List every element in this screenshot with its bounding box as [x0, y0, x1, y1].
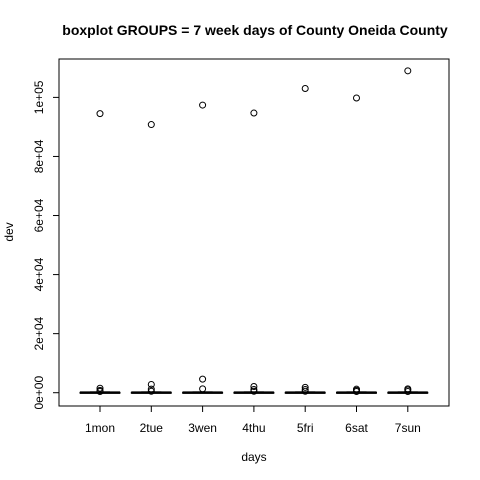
y-tick-label: 8e+04 [32, 139, 46, 173]
box-1mon [79, 391, 121, 394]
outlier-point [147, 387, 155, 395]
x-tick-label: 1mon [85, 421, 115, 435]
x-axis-label: days [241, 450, 266, 464]
outlier-point [96, 110, 104, 118]
x-tick-label: 7sun [395, 421, 421, 435]
x-tick-label: 2tue [140, 421, 164, 435]
y-tick-label: 1e+05 [32, 80, 46, 114]
x-tick-label: 3wen [188, 421, 217, 435]
y-axis: 0e+00 2e+04 4e+04 6e+04 8e+04 1e+05 [32, 80, 59, 410]
outlier-point [147, 121, 155, 129]
outliers [96, 67, 412, 396]
y-tick-label: 4e+04 [32, 257, 46, 291]
outlier-point [301, 85, 309, 93]
y-tick-label: 6e+04 [32, 198, 46, 232]
y-tick-label: 0e+00 [32, 376, 46, 410]
outlier-point [147, 380, 155, 388]
outlier-point [301, 387, 309, 395]
outlier-point [250, 383, 258, 391]
outlier-point [199, 101, 207, 109]
chart-title: boxplot GROUPS = 7 week days of County O… [62, 22, 448, 38]
outlier-point [96, 384, 104, 392]
x-tick-label: 6sat [345, 421, 368, 435]
outlier-point [353, 388, 360, 396]
y-axis-label: dev [2, 222, 16, 241]
outlier-point [301, 383, 309, 391]
outlier-point [199, 385, 207, 393]
x-tick-label: 4thu [242, 421, 265, 435]
outlier-point [199, 375, 207, 383]
outlier-point [147, 385, 155, 393]
outlier-point [404, 388, 412, 396]
y-tick-label: 2e+04 [32, 316, 46, 350]
x-axis: 1mon 2tue 3wen 4thu 5fri 6sat 7sun [85, 406, 421, 435]
outlier-point [250, 109, 258, 117]
boxes [79, 391, 429, 394]
x-tick-label: 5fri [297, 421, 314, 435]
outlier-point [353, 94, 360, 102]
outlier-point [250, 387, 258, 395]
plot-frame [58, 58, 450, 407]
outlier-point [404, 67, 412, 75]
outlier-point [96, 388, 104, 396]
